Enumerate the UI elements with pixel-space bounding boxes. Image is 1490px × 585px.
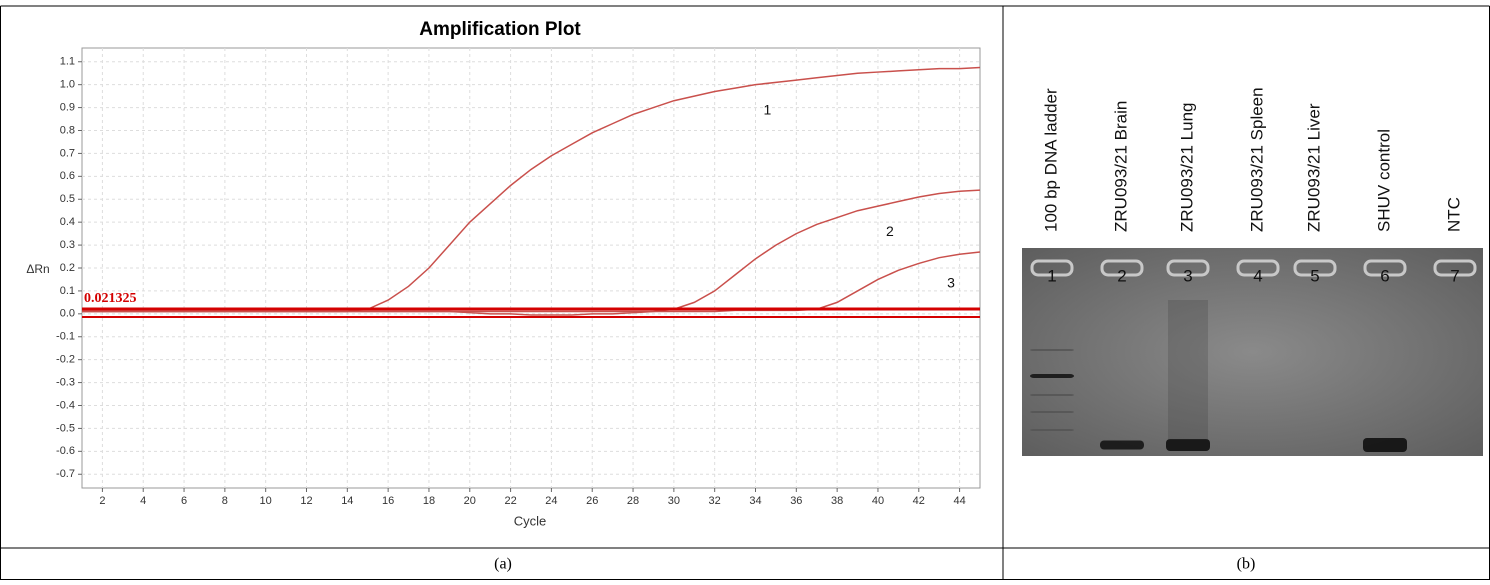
chart-title: Amplification Plot <box>419 19 581 40</box>
y-tick-label: 0.5 <box>60 193 75 205</box>
x-tick-label: 34 <box>749 495 761 507</box>
y-tick-label: 0.7 <box>60 147 75 159</box>
x-tick-label: 40 <box>872 495 884 507</box>
x-tick-label: 4 <box>140 495 146 507</box>
lane-number: 5 <box>1310 266 1319 285</box>
x-tick-label: 22 <box>504 495 516 507</box>
x-axis-label: Cycle <box>514 513 547 528</box>
y-tick-label: 0.8 <box>60 124 75 136</box>
band <box>1030 429 1074 431</box>
lane-number: 4 <box>1253 266 1262 285</box>
x-tick-label: 38 <box>831 495 843 507</box>
lane-number: 2 <box>1117 266 1126 285</box>
x-tick-label: 24 <box>545 495 557 507</box>
band <box>1030 394 1074 396</box>
x-tick-label: 26 <box>586 495 598 507</box>
y-tick-label: 0.4 <box>60 216 75 228</box>
x-tick-label: 30 <box>668 495 680 507</box>
y-tick-label: 0.1 <box>60 285 75 297</box>
x-tick-label: 6 <box>181 495 187 507</box>
x-tick-label: 28 <box>627 495 639 507</box>
lane-label: ZRU093/21 Spleen <box>1247 87 1266 232</box>
curve-label: 3 <box>947 274 955 290</box>
lane-number: 3 <box>1183 266 1192 285</box>
x-tick-label: 14 <box>341 495 353 507</box>
x-tick-label: 16 <box>382 495 394 507</box>
y-tick-label: -0.5 <box>56 422 75 434</box>
band <box>1166 439 1210 451</box>
y-tick-label: 0.3 <box>60 239 75 251</box>
y-tick-label: 0.6 <box>60 170 75 182</box>
x-tick-label: 42 <box>913 495 925 507</box>
curve-label: 2 <box>886 223 894 239</box>
lane-label: NTC <box>1444 197 1463 232</box>
x-tick-label: 10 <box>260 495 272 507</box>
caption: (a) <box>494 556 512 573</box>
lane-number: 1 <box>1047 266 1056 285</box>
y-tick-label: 0.9 <box>60 101 75 113</box>
y-tick-label: 0.0 <box>60 308 75 320</box>
y-tick-label: -0.6 <box>56 445 75 457</box>
x-tick-label: 8 <box>222 495 228 507</box>
y-tick-label: 0.2 <box>60 262 75 274</box>
lane-number: 7 <box>1450 266 1459 285</box>
band <box>1030 374 1074 378</box>
y-tick-label: 1.1 <box>60 56 75 68</box>
band <box>1100 441 1144 450</box>
x-tick-label: 12 <box>300 495 312 507</box>
x-tick-label: 18 <box>423 495 435 507</box>
lane-label: 100 bp DNA ladder <box>1041 88 1060 232</box>
smear <box>1168 300 1208 440</box>
y-tick-label: 1.0 <box>60 79 75 91</box>
x-tick-label: 2 <box>99 495 105 507</box>
y-tick-label: -0.2 <box>56 354 75 366</box>
x-tick-label: 44 <box>953 495 965 507</box>
lane-label: ZRU093/21 Lung <box>1177 103 1196 232</box>
threshold-label: 0.021325 <box>84 291 137 306</box>
lane-label: ZRU093/21 Liver <box>1304 103 1323 232</box>
band <box>1363 438 1407 452</box>
band <box>1030 349 1074 351</box>
curve-label: 1 <box>764 101 772 117</box>
lane-number: 6 <box>1380 266 1389 285</box>
lane-label: SHUV control <box>1374 129 1393 232</box>
x-tick-label: 20 <box>464 495 476 507</box>
x-tick-label: 36 <box>790 495 802 507</box>
y-tick-label: -0.7 <box>56 468 75 480</box>
plot: 1.1 1.0 0.9 0.8 0.7 0.6 0.5 0.4 0.3 0.2 0.1 0.0 -0.1… <box>56 48 980 507</box>
y-tick-label: -0.4 <box>56 399 75 411</box>
y-tick-label: -0.3 <box>56 376 75 388</box>
lane-label: ZRU093/21 Brain <box>1111 101 1130 232</box>
x-tick-label: 32 <box>709 495 721 507</box>
caption: (b) <box>1237 556 1256 573</box>
y-tick-label: -0.1 <box>56 331 75 343</box>
band <box>1030 411 1074 413</box>
y-axis-label: ΔRn <box>26 262 49 276</box>
figure: Amplification Plot Cycle ΔRn (a) (b) 110… <box>0 0 1490 580</box>
